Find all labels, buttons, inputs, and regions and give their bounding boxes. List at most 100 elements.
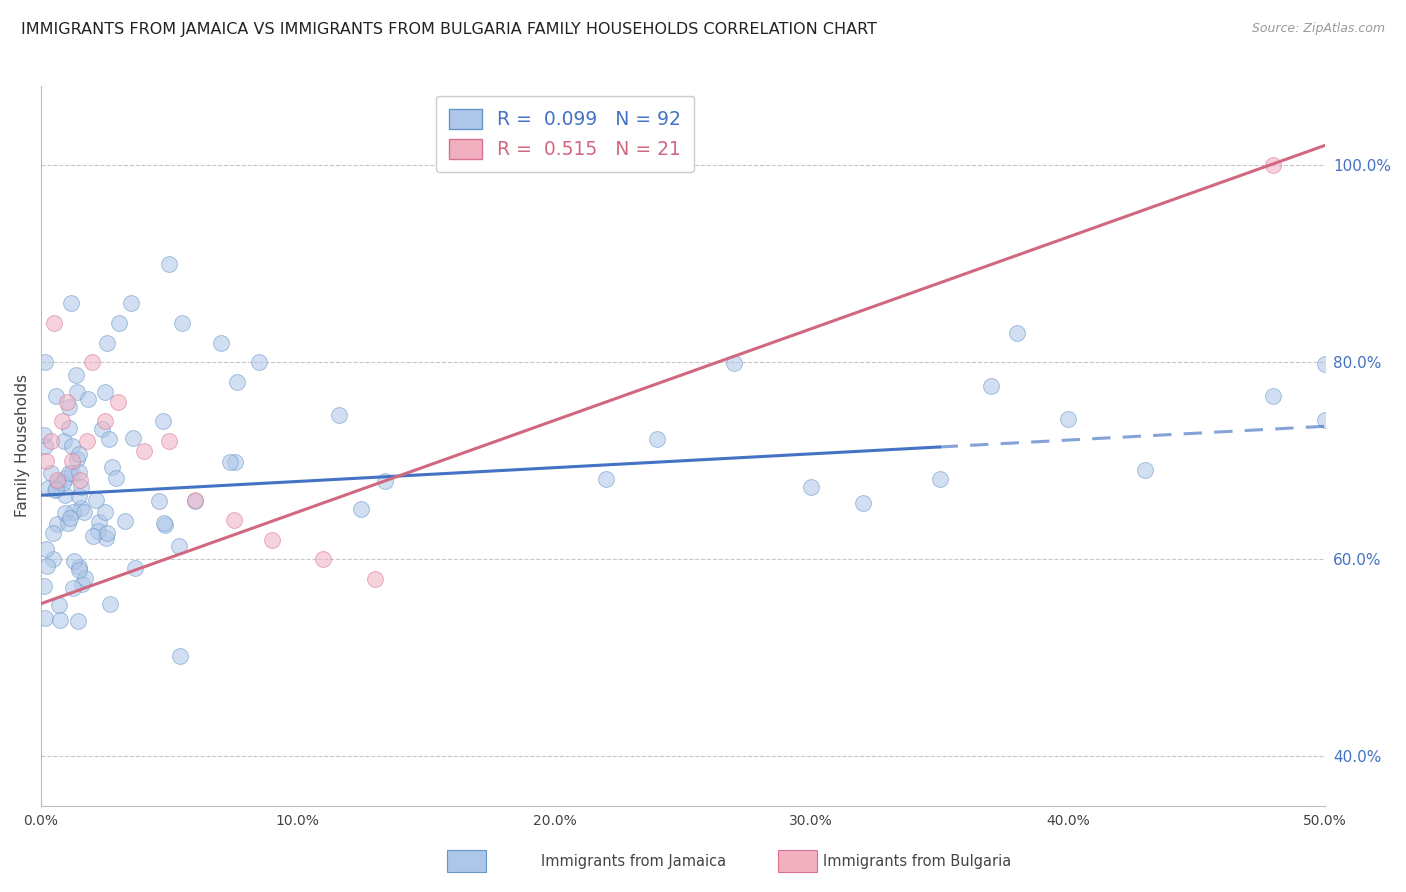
Point: [222, 513, 245, 527]
Point: [37, 481, 59, 495]
Point: [1313, 357, 1336, 371]
Point: [169, 648, 191, 663]
Point: [67, 488, 90, 502]
Point: [645, 432, 668, 446]
Point: [1133, 463, 1156, 477]
Point: [82, 529, 104, 543]
Point: [226, 375, 249, 389]
Point: [66, 614, 89, 628]
Point: [67, 563, 90, 577]
Point: [52, 476, 75, 491]
Point: [87, 524, 110, 538]
Point: [114, 514, 136, 528]
Text: Source: ZipAtlas.com: Source: ZipAtlas.com: [1251, 22, 1385, 36]
Point: [60, 454, 83, 468]
Point: [364, 847, 387, 862]
Point: [32, 428, 55, 442]
Point: [67, 465, 90, 479]
Point: [124, 561, 146, 575]
Point: [70, 480, 93, 494]
Point: [247, 355, 270, 369]
Point: [51, 414, 73, 428]
Point: [148, 493, 170, 508]
Point: [41, 466, 63, 480]
Point: [45, 474, 67, 488]
Point: [82, 355, 104, 369]
Text: Immigrants from Bulgaria: Immigrants from Bulgaria: [823, 855, 1011, 869]
Point: [374, 475, 396, 489]
Point: [60, 467, 83, 481]
Point: [89, 515, 111, 529]
Point: [209, 335, 232, 350]
Point: [42, 552, 65, 566]
Point: [96, 335, 118, 350]
Point: [723, 356, 745, 370]
Text: IMMIGRANTS FROM JAMAICA VS IMMIGRANTS FROM BULGARIA FAMILY HOUSEHOLDS CORRELATIO: IMMIGRANTS FROM JAMAICA VS IMMIGRANTS FR…: [21, 22, 877, 37]
Point: [928, 472, 950, 486]
Point: [224, 455, 246, 469]
Point: [48, 598, 70, 612]
Point: [35, 454, 58, 468]
Point: [120, 296, 142, 310]
Point: [1057, 412, 1080, 426]
Point: [219, 455, 242, 469]
Point: [70, 577, 93, 591]
Point: [153, 517, 176, 532]
Point: [55, 394, 77, 409]
Point: [59, 511, 82, 525]
Point: [153, 516, 176, 531]
Point: [159, 257, 181, 271]
Legend: R =  0.099   N = 92, R =  0.515   N = 21: R = 0.099 N = 92, R = 0.515 N = 21: [436, 95, 695, 172]
Point: [65, 368, 87, 382]
Point: [167, 539, 190, 553]
Point: [45, 482, 67, 496]
Point: [262, 533, 284, 547]
Point: [595, 472, 617, 486]
Point: [42, 316, 65, 330]
Point: [364, 572, 387, 586]
Point: [94, 384, 117, 399]
Point: [34, 355, 56, 369]
Point: [105, 471, 128, 485]
Point: [172, 316, 194, 330]
Point: [34, 610, 56, 624]
Point: [53, 488, 76, 502]
Point: [41, 434, 63, 448]
Point: [852, 496, 875, 510]
Point: [58, 421, 80, 435]
Point: [93, 505, 115, 519]
Point: [58, 400, 80, 414]
Point: [107, 394, 129, 409]
Point: [66, 385, 89, 400]
Point: [1313, 413, 1336, 427]
Point: [94, 414, 117, 428]
Point: [62, 505, 84, 519]
Point: [152, 414, 174, 428]
Point: [328, 408, 350, 422]
Point: [34, 439, 56, 453]
Point: [349, 501, 371, 516]
Point: [35, 558, 58, 573]
Point: [73, 505, 96, 519]
Point: [132, 444, 155, 458]
Point: [44, 483, 66, 498]
Point: [63, 554, 86, 568]
Point: [980, 378, 1002, 392]
Point: [69, 474, 91, 488]
Point: [122, 431, 145, 445]
Point: [800, 480, 823, 494]
Point: [91, 422, 114, 436]
Point: [77, 392, 100, 406]
Point: [1263, 158, 1285, 172]
Point: [184, 493, 207, 508]
Point: [1005, 326, 1028, 340]
Point: [58, 466, 80, 480]
Point: [73, 571, 96, 585]
Point: [32, 578, 55, 592]
Point: [55, 471, 77, 485]
Point: [108, 316, 131, 330]
Point: [96, 526, 118, 541]
Point: [35, 541, 58, 556]
Point: [76, 434, 98, 448]
Point: [53, 434, 76, 449]
